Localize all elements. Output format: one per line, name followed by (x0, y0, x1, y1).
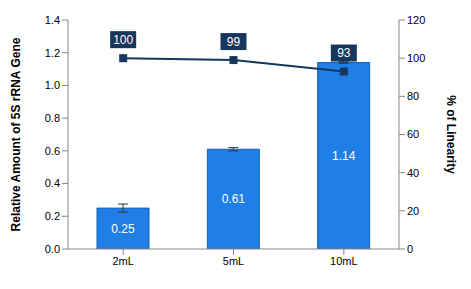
svg-text:100: 100 (113, 33, 133, 47)
svg-text:0.0: 0.0 (45, 243, 60, 255)
svg-text:80: 80 (407, 90, 419, 102)
svg-text:0.61: 0.61 (222, 192, 246, 206)
svg-text:1.2: 1.2 (45, 47, 60, 59)
svg-text:0.2: 0.2 (45, 210, 60, 222)
svg-text:1.14: 1.14 (332, 149, 356, 163)
svg-text:120: 120 (407, 14, 425, 26)
svg-text:1.0: 1.0 (45, 79, 60, 91)
svg-text:60: 60 (407, 128, 419, 140)
svg-text:0: 0 (407, 243, 413, 255)
svg-text:99: 99 (227, 35, 241, 49)
svg-text:0.8: 0.8 (45, 112, 60, 124)
svg-text:40: 40 (407, 167, 419, 179)
svg-text:1.4: 1.4 (45, 14, 60, 26)
svg-text:% of Linearity: % of Linearity (444, 95, 458, 174)
svg-text:5mL: 5mL (223, 255, 244, 267)
svg-text:20: 20 (407, 205, 419, 217)
svg-text:10mL: 10mL (330, 255, 358, 267)
svg-text:0.25: 0.25 (111, 222, 135, 236)
svg-text:0.4: 0.4 (45, 177, 60, 189)
svg-text:0.6: 0.6 (45, 145, 60, 157)
svg-text:100: 100 (407, 52, 425, 64)
svg-text:Relative Amount of 5S rRNA Gen: Relative Amount of 5S rRNA Gene (9, 37, 23, 231)
svg-text:93: 93 (337, 46, 351, 60)
svg-text:2mL: 2mL (112, 255, 133, 267)
